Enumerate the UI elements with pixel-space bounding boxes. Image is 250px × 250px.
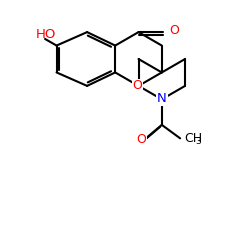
Text: O: O [136,133,146,146]
Text: N: N [157,92,167,104]
Text: HO: HO [36,28,56,41]
Text: O: O [169,24,179,38]
Text: 3: 3 [195,137,200,146]
Text: O: O [132,80,142,92]
Text: CH: CH [184,132,203,145]
